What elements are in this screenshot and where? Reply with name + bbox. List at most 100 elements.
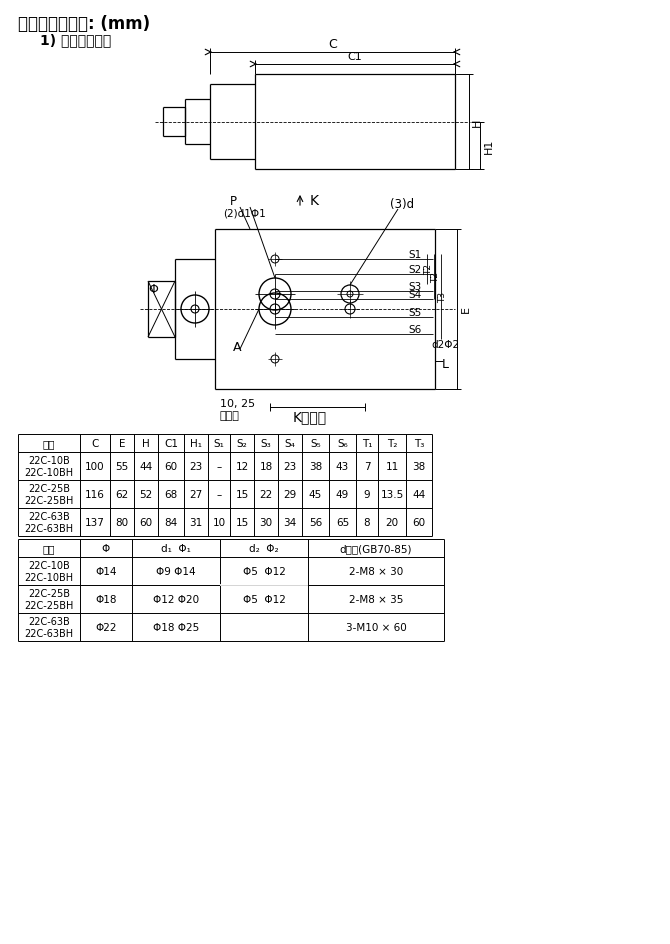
Text: 12: 12 (235, 462, 249, 471)
Text: 22C-10BH: 22C-10BH (24, 572, 74, 582)
Text: T₁: T₁ (362, 439, 373, 448)
Text: –: – (216, 462, 222, 471)
Text: 100: 100 (85, 462, 105, 471)
Text: Φ18: Φ18 (95, 595, 117, 604)
Text: 2-M8 × 30: 2-M8 × 30 (349, 566, 403, 577)
Text: 68: 68 (164, 490, 178, 499)
Text: 84: 84 (164, 517, 178, 528)
Text: 60: 60 (164, 462, 178, 471)
Text: 44: 44 (139, 462, 153, 471)
Text: S2: S2 (409, 264, 421, 275)
Text: 外形及安装尺寸: (mm): 外形及安装尺寸: (mm) (18, 15, 150, 33)
Text: S₅: S₅ (310, 439, 321, 448)
Text: 7: 7 (364, 462, 371, 471)
Text: 1) 二位二通型：: 1) 二位二通型： (40, 33, 111, 47)
Text: 22C-10B: 22C-10B (28, 561, 70, 570)
Text: T3: T3 (438, 292, 448, 303)
Text: L: L (442, 358, 448, 371)
Text: Φ5  Φ12: Φ5 Φ12 (243, 595, 285, 604)
Text: 62: 62 (115, 490, 129, 499)
Text: S5: S5 (409, 308, 421, 318)
Text: d螺钉(GB70-85): d螺钉(GB70-85) (340, 544, 412, 553)
Text: E: E (461, 306, 471, 313)
Text: S₂: S₂ (237, 439, 247, 448)
Text: H: H (472, 118, 482, 126)
Text: 22C-63BH: 22C-63BH (24, 629, 74, 638)
Text: 10, 25: 10, 25 (220, 398, 255, 409)
Text: 22: 22 (259, 490, 273, 499)
Text: 52: 52 (139, 490, 153, 499)
Text: 型号: 型号 (43, 439, 55, 448)
Text: 22C-10BH: 22C-10BH (24, 467, 74, 478)
Text: T₃: T₃ (414, 439, 424, 448)
Text: 22C-25B: 22C-25B (28, 483, 70, 494)
Text: 无此孔: 无此孔 (220, 411, 240, 421)
Text: S₁: S₁ (214, 439, 224, 448)
Text: d2Φ2: d2Φ2 (431, 340, 459, 349)
Text: 3-M10 × 60: 3-M10 × 60 (346, 622, 407, 632)
Text: S₃: S₃ (261, 439, 271, 448)
Text: 2-M8 × 35: 2-M8 × 35 (349, 595, 403, 604)
Text: P: P (230, 195, 237, 209)
Text: 116: 116 (85, 490, 105, 499)
Text: 27: 27 (190, 490, 202, 499)
Text: 65: 65 (336, 517, 349, 528)
Text: 型号: 型号 (43, 544, 55, 553)
Text: 60: 60 (139, 517, 153, 528)
Text: 23: 23 (190, 462, 202, 471)
Text: H: H (142, 439, 150, 448)
Text: K向视图: K向视图 (293, 410, 327, 424)
Text: T2: T2 (425, 264, 433, 276)
Text: Φ12 Φ20: Φ12 Φ20 (153, 595, 199, 604)
Text: S3: S3 (409, 281, 421, 292)
Text: 22C-25BH: 22C-25BH (24, 600, 74, 611)
Text: Φ22: Φ22 (95, 622, 117, 632)
Text: (3)d: (3)d (390, 198, 414, 211)
Text: H₁: H₁ (190, 439, 202, 448)
Text: d₁  Φ₁: d₁ Φ₁ (161, 544, 191, 553)
Text: 22C-10B: 22C-10B (28, 456, 70, 465)
Text: 80: 80 (115, 517, 129, 528)
Text: –: – (216, 490, 222, 499)
Text: C: C (91, 439, 98, 448)
Text: Φ9 Φ14: Φ9 Φ14 (156, 566, 196, 577)
Text: C1: C1 (164, 439, 178, 448)
Text: Φ: Φ (148, 283, 158, 296)
Text: T2: T2 (431, 272, 440, 282)
Text: S₆: S₆ (337, 439, 348, 448)
Text: H1: H1 (484, 139, 494, 154)
Text: 18: 18 (259, 462, 273, 471)
Text: 20: 20 (385, 517, 399, 528)
Text: 56: 56 (309, 517, 322, 528)
Text: d₂  Φ₂: d₂ Φ₂ (249, 544, 279, 553)
Text: 43: 43 (336, 462, 349, 471)
Text: 22C-63B: 22C-63B (28, 616, 70, 626)
Text: 49: 49 (336, 490, 349, 499)
Text: Φ: Φ (102, 544, 110, 553)
Text: 11: 11 (385, 462, 399, 471)
Text: 44: 44 (412, 490, 425, 499)
Text: 38: 38 (412, 462, 425, 471)
Text: S₄: S₄ (285, 439, 295, 448)
Text: 29: 29 (283, 490, 297, 499)
Text: (2)d1Φ1: (2)d1Φ1 (223, 209, 266, 219)
Text: S1: S1 (409, 250, 421, 260)
Text: 31: 31 (190, 517, 202, 528)
Text: 15: 15 (235, 517, 249, 528)
Text: 13.5: 13.5 (381, 490, 403, 499)
Text: 38: 38 (309, 462, 322, 471)
Text: 22C-63B: 22C-63B (28, 512, 70, 521)
Text: 10: 10 (212, 517, 226, 528)
Text: 22C-63BH: 22C-63BH (24, 523, 74, 533)
Text: T₂: T₂ (387, 439, 397, 448)
Text: 60: 60 (413, 517, 425, 528)
Text: 55: 55 (115, 462, 129, 471)
Text: Φ5  Φ12: Φ5 Φ12 (243, 566, 285, 577)
Text: S6: S6 (409, 325, 421, 334)
Text: C1: C1 (348, 52, 362, 62)
Text: K: K (310, 194, 319, 208)
Text: 34: 34 (283, 517, 297, 528)
Text: C: C (328, 39, 337, 51)
Text: A: A (233, 341, 241, 354)
Text: S4: S4 (409, 290, 421, 299)
